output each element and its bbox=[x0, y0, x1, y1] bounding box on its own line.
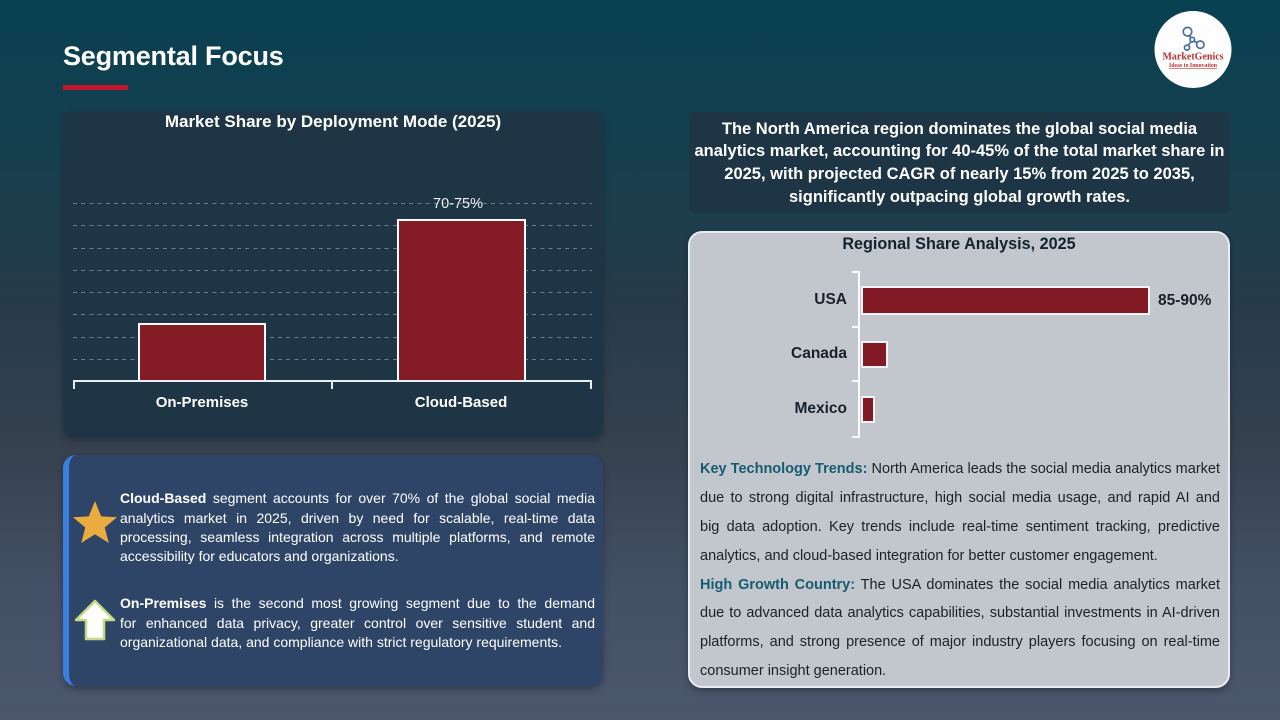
svg-text:MarketGenics: MarketGenics bbox=[1162, 52, 1223, 63]
svg-text:Ideas to Innovation: Ideas to Innovation bbox=[1169, 63, 1218, 69]
